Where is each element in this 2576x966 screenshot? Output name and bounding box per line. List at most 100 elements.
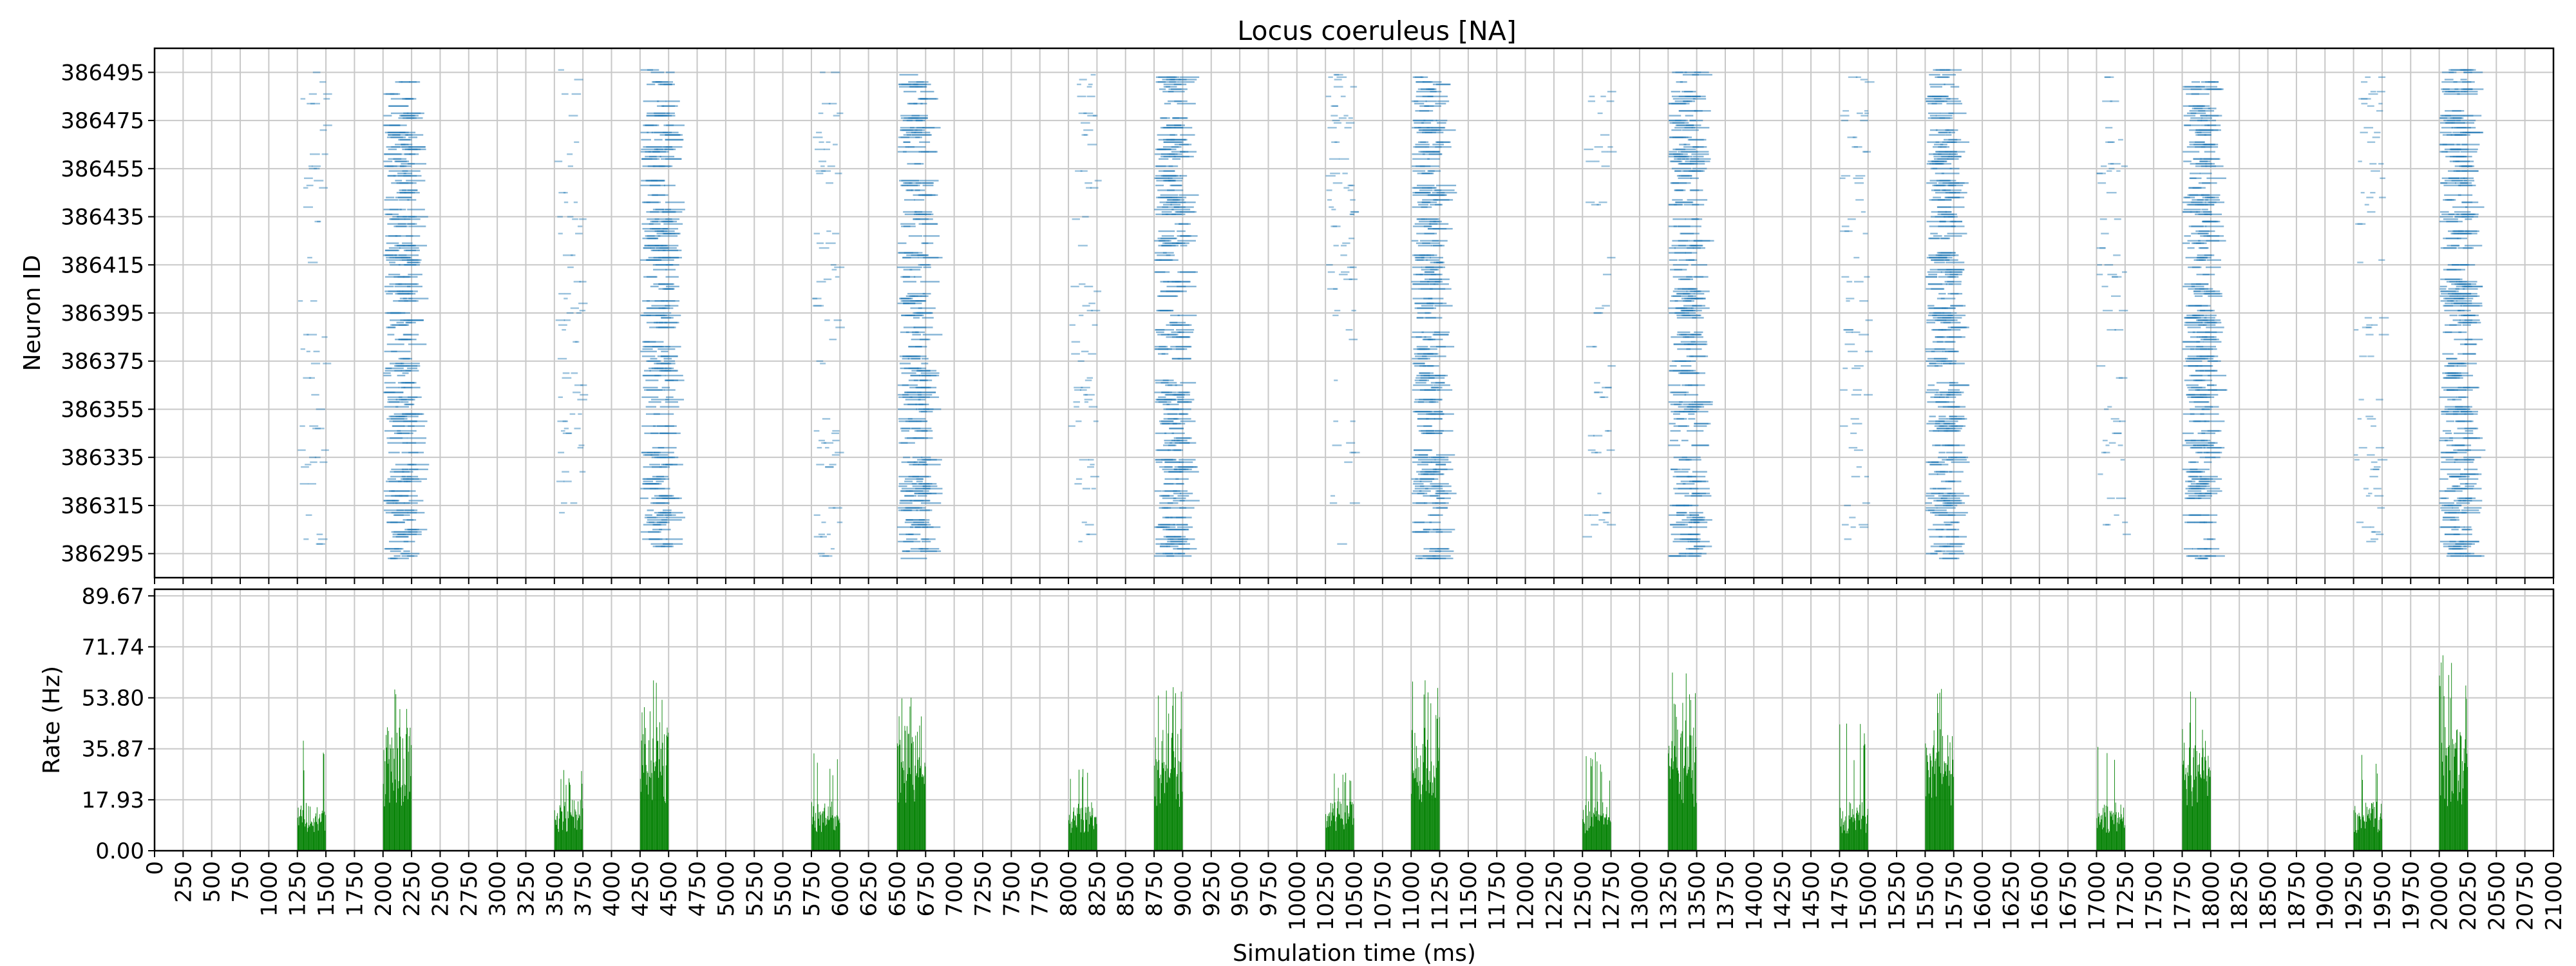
spike-mark (1587, 435, 1595, 437)
spike-mark (898, 509, 912, 511)
spike-mark (1929, 269, 1946, 270)
spike-mark (2208, 295, 2222, 298)
spike-mark (301, 466, 309, 468)
spike-mark (1935, 115, 1953, 117)
spike-mark (1929, 134, 1946, 136)
spike-mark (2186, 442, 2199, 444)
rate-burst (1839, 723, 1868, 851)
rate-bar (1160, 774, 1161, 851)
spike-mark (309, 456, 317, 459)
spike-mark (1943, 422, 1955, 425)
spike-mark (1928, 254, 1942, 256)
rate-bar (826, 819, 828, 851)
spike-mark (1694, 290, 1710, 292)
spike-mark (1419, 220, 1436, 223)
spike-mark (323, 98, 330, 100)
spike-mark (2190, 408, 2204, 410)
spike-mark (1074, 483, 1082, 485)
rate-bar (384, 806, 385, 851)
rate-bar (900, 792, 902, 851)
spike-mark (1941, 173, 1960, 175)
spike-mark (1839, 177, 1846, 179)
spike-mark (899, 363, 911, 365)
spike-mark (665, 201, 685, 204)
spike-mark (395, 81, 403, 83)
spike-mark (404, 218, 421, 220)
spike-mark (573, 392, 581, 393)
spike-mark (1338, 117, 1347, 119)
spike-mark (2463, 180, 2475, 182)
spike-mark (2380, 177, 2386, 179)
spike-mark (1925, 348, 1946, 350)
spike-mark (1179, 79, 1197, 80)
spike-mark (649, 464, 661, 466)
spike-mark (1347, 189, 1354, 191)
spike-mark (1938, 328, 1951, 331)
spike-mark (2452, 399, 2462, 401)
spike-mark (1179, 223, 1189, 225)
spike-mark (666, 396, 674, 398)
spike-mark (1933, 524, 1951, 526)
rate-bar (1600, 764, 1601, 851)
spike-mark (1086, 377, 1094, 379)
spike-mark (1926, 220, 1946, 223)
rate-bar (404, 784, 405, 851)
spike-mark (2200, 488, 2221, 489)
spike-mark (1158, 396, 1166, 398)
spike-mark (1431, 386, 1443, 389)
spike-mark (398, 415, 419, 417)
spike-mark (1938, 425, 1958, 427)
spike-mark (2456, 119, 2476, 122)
spike-mark (2104, 408, 2109, 410)
spike-mark (898, 86, 919, 88)
spike-mark (383, 115, 392, 117)
rate-bar (402, 738, 403, 851)
spike-mark (2191, 447, 2202, 449)
spike-mark (2104, 264, 2114, 266)
spike-mark (1948, 493, 1956, 495)
spike-mark (1156, 331, 1164, 334)
spike-mark (1946, 261, 1965, 263)
rate-bar (1412, 773, 1414, 851)
spike-mark (1413, 363, 1425, 365)
spike-mark (387, 334, 395, 336)
spike-mark (1155, 449, 1170, 451)
spike-mark (1350, 213, 1355, 216)
spike-mark (399, 191, 420, 194)
spike-mark (1160, 422, 1177, 425)
spike-mark (2439, 497, 2447, 499)
rate-burst (1668, 672, 1697, 851)
spike-mark (1669, 151, 1678, 153)
spike-mark (2204, 478, 2222, 480)
spike-mark (1435, 189, 1455, 191)
rate-bar (1595, 752, 1596, 851)
spike-mark (1937, 336, 1955, 338)
spike-mark (1859, 334, 1869, 336)
spike-mark (1671, 129, 1682, 131)
spike-mark (1086, 187, 1092, 189)
spike-mark (1165, 543, 1186, 545)
spike-mark (1092, 324, 1098, 326)
spike-mark (1427, 281, 1441, 283)
rate-bar (916, 773, 918, 851)
spike-mark (2457, 420, 2472, 422)
spike-mark (1685, 553, 1702, 554)
spike-mark (2439, 220, 2458, 223)
rate-bar (815, 813, 817, 851)
spike-mark (1860, 79, 1868, 80)
spike-mark (387, 396, 402, 398)
spike-mark (658, 249, 678, 252)
spike-mark (663, 131, 679, 133)
spike-mark (900, 500, 909, 502)
spike-mark (1162, 242, 1179, 244)
spike-mark (1160, 281, 1170, 283)
spike-mark (2105, 444, 2110, 446)
rate-bar (576, 829, 578, 851)
spike-mark (1946, 430, 1961, 432)
spike-mark (922, 464, 941, 466)
spike-mark (390, 93, 401, 95)
spike-mark (830, 547, 835, 550)
spike-mark (1936, 360, 1947, 362)
spike-mark (399, 81, 411, 83)
spike-mark (386, 242, 399, 244)
